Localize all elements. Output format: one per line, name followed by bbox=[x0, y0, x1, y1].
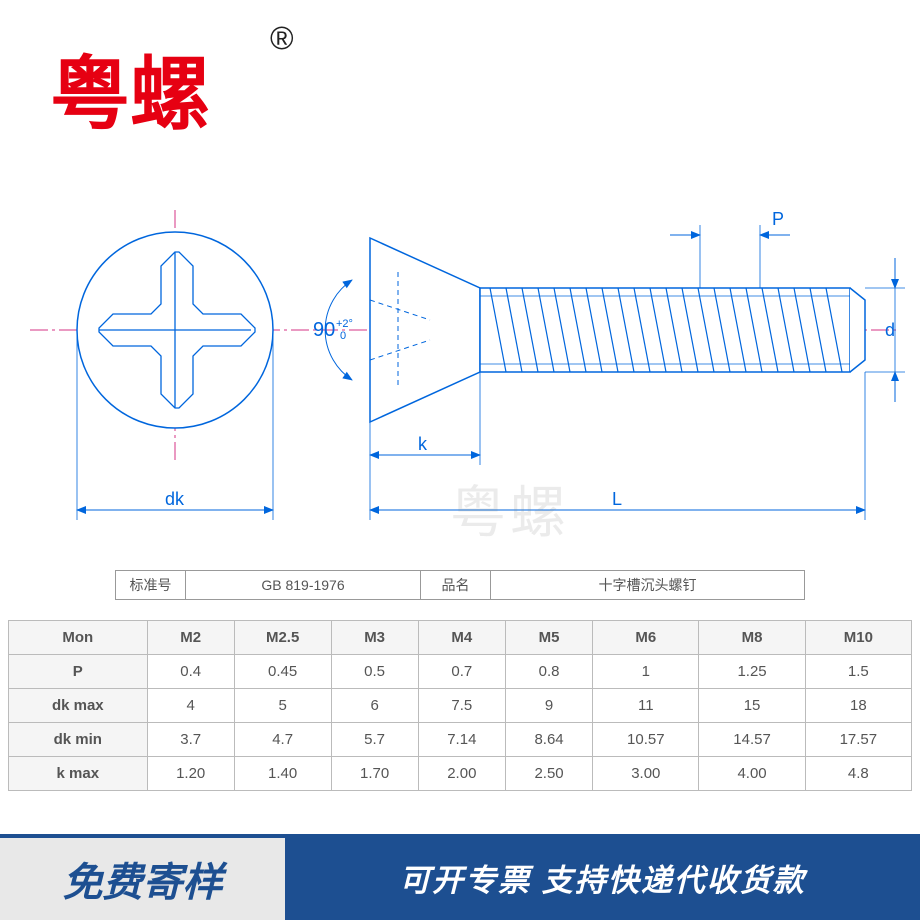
table-cell: 1.20 bbox=[147, 757, 234, 791]
table-header: Mon bbox=[9, 621, 148, 655]
table-cell: 1.70 bbox=[331, 757, 418, 791]
row-header: k max bbox=[9, 757, 148, 791]
footer-left: 免费寄样 bbox=[0, 834, 285, 920]
std-value: GB 819-1976 bbox=[186, 571, 421, 599]
table-header: M8 bbox=[699, 621, 805, 655]
dim-dk: dk bbox=[165, 489, 185, 509]
table-header: M6 bbox=[593, 621, 699, 655]
table-cell: 5 bbox=[234, 689, 331, 723]
table-row: P0.40.450.50.70.811.251.5 bbox=[9, 655, 912, 689]
table-cell: 6 bbox=[331, 689, 418, 723]
table-cell: 18 bbox=[805, 689, 911, 723]
table-cell: 4.8 bbox=[805, 757, 911, 791]
table-header: M3 bbox=[331, 621, 418, 655]
table-cell: 1.25 bbox=[699, 655, 805, 689]
table-header: M2.5 bbox=[234, 621, 331, 655]
table-cell: 2.00 bbox=[418, 757, 505, 791]
registered-mark: ® bbox=[270, 20, 294, 57]
watermark: 粤螺 bbox=[450, 468, 570, 549]
table-cell: 0.45 bbox=[234, 655, 331, 689]
spec-table: MonM2M2.5M3M4M5M6M8M10 P0.40.450.50.70.8… bbox=[8, 620, 912, 791]
table-cell: 1.40 bbox=[234, 757, 331, 791]
table-cell: 2.50 bbox=[505, 757, 592, 791]
table-row: dk min3.74.75.77.148.6410.5714.5717.57 bbox=[9, 723, 912, 757]
table-cell: 11 bbox=[593, 689, 699, 723]
table-cell: 1 bbox=[593, 655, 699, 689]
table-cell: 14.57 bbox=[699, 723, 805, 757]
dim-L: L bbox=[612, 489, 622, 509]
table-header: M5 bbox=[505, 621, 592, 655]
table-cell: 5.7 bbox=[331, 723, 418, 757]
table-cell: 4 bbox=[147, 689, 234, 723]
table-cell: 17.57 bbox=[805, 723, 911, 757]
row-header: dk max bbox=[9, 689, 148, 723]
table-cell: 4.00 bbox=[699, 757, 805, 791]
table-cell: 7.14 bbox=[418, 723, 505, 757]
angle-label: 90 bbox=[313, 319, 335, 341]
table-cell: 0.5 bbox=[331, 655, 418, 689]
dim-d: d bbox=[885, 320, 895, 340]
table-cell: 9 bbox=[505, 689, 592, 723]
table-cell: 7.5 bbox=[418, 689, 505, 723]
name-value: 十字槽沉头螺钉 bbox=[491, 571, 804, 599]
row-header: P bbox=[9, 655, 148, 689]
table-row: dk max4567.59111518 bbox=[9, 689, 912, 723]
svg-text:0: 0 bbox=[340, 330, 346, 342]
dim-k: k bbox=[418, 434, 428, 454]
table-cell: 0.8 bbox=[505, 655, 592, 689]
name-label: 品名 bbox=[421, 571, 491, 599]
table-row: k max1.201.401.702.002.503.004.004.8 bbox=[9, 757, 912, 791]
table-cell: 0.7 bbox=[418, 655, 505, 689]
brand-logo: 粤螺 bbox=[50, 30, 210, 146]
std-label: 标准号 bbox=[116, 571, 186, 599]
table-cell: 10.57 bbox=[593, 723, 699, 757]
table-cell: 0.4 bbox=[147, 655, 234, 689]
svg-text:+2°: +2° bbox=[336, 318, 353, 330]
standard-info-row: 标准号 GB 819-1976 品名 十字槽沉头螺钉 bbox=[115, 570, 805, 600]
table-header: M10 bbox=[805, 621, 911, 655]
table-header: M2 bbox=[147, 621, 234, 655]
dim-P: P bbox=[772, 209, 784, 229]
table-cell: 3.00 bbox=[593, 757, 699, 791]
table-cell: 15 bbox=[699, 689, 805, 723]
table-cell: 8.64 bbox=[505, 723, 592, 757]
footer-banner: 免费寄样 可开专票 支持快递代收货款 bbox=[0, 834, 920, 920]
footer-right: 可开专票 支持快递代收货款 bbox=[285, 834, 920, 920]
table-header: M4 bbox=[418, 621, 505, 655]
table-cell: 4.7 bbox=[234, 723, 331, 757]
row-header: dk min bbox=[9, 723, 148, 757]
table-cell: 1.5 bbox=[805, 655, 911, 689]
table-cell: 3.7 bbox=[147, 723, 234, 757]
